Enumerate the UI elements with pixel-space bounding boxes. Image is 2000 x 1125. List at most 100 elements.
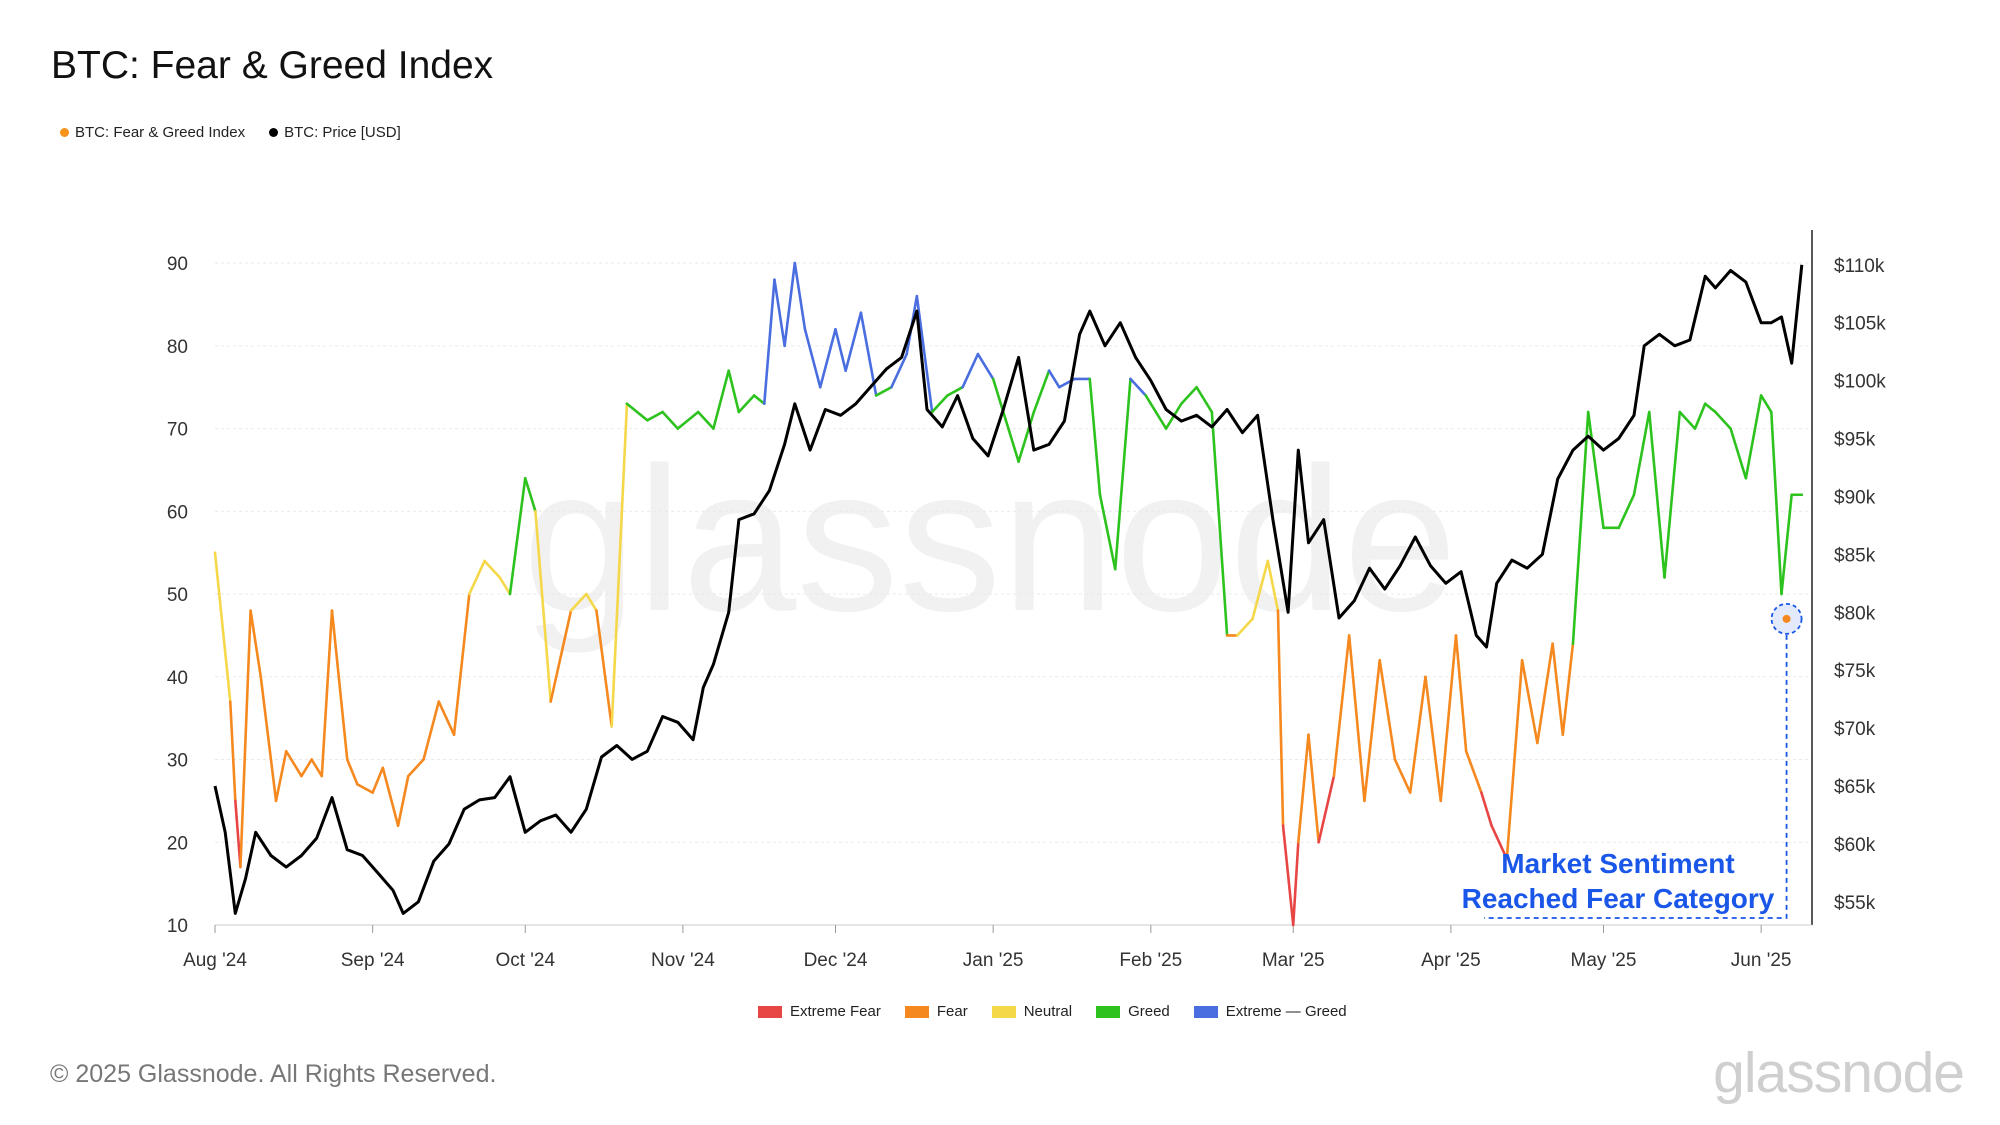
zone-swatch-fear xyxy=(904,1005,929,1018)
zone-swatch-extreme-greed xyxy=(1193,1005,1218,1018)
fear-greed-segment xyxy=(1571,410,1590,645)
fear-greed-segment xyxy=(1703,402,1717,414)
fear-greed-segment xyxy=(1088,377,1102,497)
copyright: © 2025 Glassnode. All Rights Reserved. xyxy=(50,1060,497,1088)
right-tick-label: $65k xyxy=(1834,777,1876,798)
fear-greed-segment xyxy=(1693,402,1707,430)
zone-label-neutral: Neutral xyxy=(1023,1003,1073,1020)
fear-greed-segment xyxy=(1307,733,1320,844)
fear-greed-segment xyxy=(1276,609,1285,828)
right-tick-label: $70k xyxy=(1834,719,1876,740)
fear-greed-segment xyxy=(844,311,863,372)
price-line xyxy=(213,264,1804,915)
right-tick-label: $90k xyxy=(1834,487,1876,508)
right-tick-label: $80k xyxy=(1834,603,1876,624)
annotation-line-2: Reached Fear Category xyxy=(1461,883,1775,914)
fear-greed-segment xyxy=(874,385,893,397)
fear-greed-segment xyxy=(422,700,441,761)
price-series xyxy=(213,264,1804,915)
fear-greed-segment xyxy=(483,559,502,579)
fear-greed-segment xyxy=(712,369,730,430)
x-tick-label: Aug '24 xyxy=(183,950,247,971)
fear-greed-segment xyxy=(371,766,385,794)
fear-greed-series xyxy=(213,261,1804,927)
zone-swatch-greed xyxy=(1096,1005,1121,1018)
fear-greed-segment xyxy=(1144,394,1158,414)
fear-greed-segment xyxy=(1251,559,1270,621)
gridlines xyxy=(215,262,1812,926)
series-legend: BTC: Fear & Greed Index BTC: Price [USD] xyxy=(60,124,401,141)
fear-greed-segment xyxy=(213,551,232,703)
zone-legend-neutral[interactable]: Neutral xyxy=(991,1003,1073,1020)
fear-greed-segment xyxy=(752,394,766,406)
zone-swatch-extreme-fear xyxy=(758,1005,782,1018)
legend-dot-fear-greed xyxy=(60,128,69,137)
legend-item-price[interactable]: BTC: Price [USD] xyxy=(269,124,401,141)
zone-label-greed: Greed xyxy=(1128,1003,1170,1020)
right-tick-label: $110k xyxy=(1834,256,1885,277)
fear-greed-segment xyxy=(676,410,700,430)
highlight-layer xyxy=(1484,602,1803,919)
fear-greed-segment xyxy=(1266,559,1280,612)
zone-legend-greed[interactable]: Greed xyxy=(1096,1003,1170,1020)
fear-greed-segment xyxy=(762,278,776,406)
fear-greed-segment xyxy=(584,592,598,612)
zone-label-extreme-fear: Extreme Fear xyxy=(790,1003,881,1020)
fear-greed-segment xyxy=(610,402,629,728)
left-tick-label: 10 xyxy=(167,916,188,937)
zone-swatch-neutral xyxy=(991,1005,1016,1018)
fear-greed-segment xyxy=(1490,824,1509,861)
fear-greed-segment xyxy=(595,609,614,728)
fear-greed-segment xyxy=(727,369,741,414)
zone-legend-extreme-fear[interactable]: Extreme Fear xyxy=(758,1003,881,1020)
fear-greed-segment xyxy=(961,352,980,389)
annotation-callout: Market Sentiment Reached Fear Category xyxy=(1448,846,1788,916)
fear-greed-segment xyxy=(1536,642,1554,745)
x-tick-label: May '25 xyxy=(1571,950,1637,971)
fear-greed-segment xyxy=(356,783,374,794)
brand-logo: glassnode xyxy=(1713,1041,1965,1105)
zone-legend-fear[interactable]: Fear xyxy=(904,1003,968,1020)
fear-greed-segment xyxy=(930,394,949,414)
fear-greed-segment xyxy=(1032,369,1051,414)
fear-greed-segment xyxy=(915,294,934,414)
fear-greed-segment xyxy=(1551,642,1565,737)
zone-legend-extreme-greed[interactable]: Extreme — Greed xyxy=(1193,1003,1347,1020)
right-tick-label: $75k xyxy=(1834,661,1876,682)
fear-greed-segment xyxy=(1007,427,1020,463)
fear-greed-segment xyxy=(345,758,359,786)
fear-greed-segment xyxy=(834,327,847,372)
fear-greed-segment xyxy=(1317,774,1336,844)
x-tick-label: Oct '24 xyxy=(495,950,555,971)
fear-greed-segment xyxy=(437,700,456,737)
left-tick-label: 40 xyxy=(167,668,188,689)
fear-greed-segment xyxy=(803,327,822,389)
fear-greed-segment xyxy=(1408,675,1427,794)
fear-greed-segment xyxy=(1505,658,1524,861)
legend-item-fear-greed[interactable]: BTC: Fear & Greed Index xyxy=(60,124,245,141)
fear-greed-segment xyxy=(381,766,400,828)
x-axis: Aug '24 Sep '24 Oct '24 Nov '24 Dec '24 Jan '… xyxy=(183,924,1812,971)
fear-greed-segment xyxy=(793,261,807,331)
fear-greed-segment xyxy=(300,758,313,778)
fear-greed-segment xyxy=(1113,377,1132,571)
fear-greed-segment xyxy=(1770,410,1783,596)
x-tick-label: Apr '25 xyxy=(1421,950,1481,971)
callout-connector xyxy=(1484,634,1788,919)
right-axis: $55k $60k $65k $70k $75k $80k $85k $90k $95k $100… xyxy=(1811,230,1886,925)
right-tick-label: $60k xyxy=(1834,835,1876,856)
fear-greed-segment xyxy=(1714,410,1732,430)
fear-greed-segment xyxy=(1378,658,1397,761)
fear-greed-segment xyxy=(1235,617,1254,637)
right-tick-label: $105k xyxy=(1834,314,1886,335)
fear-greed-segment xyxy=(1464,749,1483,794)
fear-greed-segment xyxy=(1332,634,1351,778)
fear-greed-segment xyxy=(1759,394,1773,414)
left-tick-label: 50 xyxy=(167,585,188,606)
fear-greed-segment xyxy=(534,510,552,703)
fear-greed-segment xyxy=(452,592,471,737)
left-tick-label: 20 xyxy=(167,833,188,854)
x-tick-label: Sep '24 xyxy=(341,950,405,971)
fear-greed-segment xyxy=(1561,642,1575,737)
